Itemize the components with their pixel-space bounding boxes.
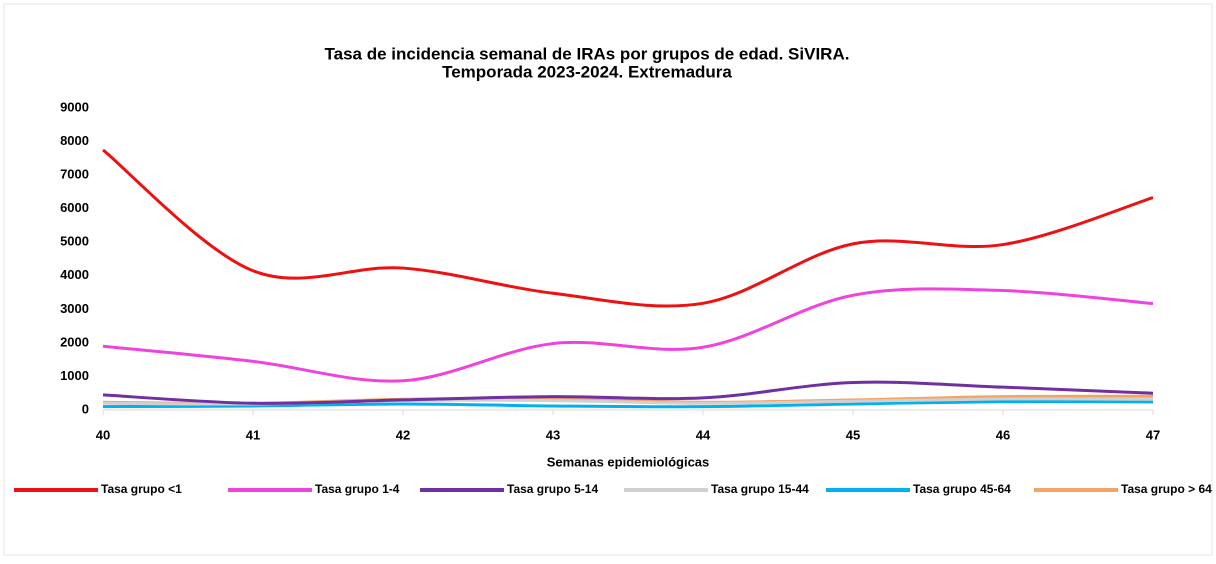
legend-label: Tasa grupo 5-14 (507, 482, 598, 496)
x-tick-label: 45 (846, 427, 860, 442)
series-line (102, 287, 1154, 383)
series-line (102, 400, 1154, 409)
legend-label: Tasa grupo 15-44 (711, 482, 809, 496)
y-tick-label: 5000 (60, 234, 89, 249)
y-tick-label: 7000 (60, 167, 89, 182)
legend-label: Tasa grupo <1 (101, 482, 182, 496)
x-tick-label: 43 (546, 427, 560, 442)
x-tick-label: 44 (696, 427, 711, 442)
chart-title: Tasa de incidencia semanal de IRAs por g… (325, 44, 850, 63)
x-tick-label: 47 (1146, 427, 1160, 442)
chart-subtitle: Temporada 2023-2024. Extremadura (442, 62, 732, 81)
x-tick-label: 46 (996, 427, 1010, 442)
y-tick-label: 8000 (60, 133, 89, 148)
legend-label: Tasa grupo 45-64 (913, 482, 1011, 496)
x-tick-label: 42 (396, 427, 410, 442)
y-tick-label: 4000 (60, 267, 89, 282)
y-tick-label: 6000 (60, 200, 89, 215)
y-tick-label: 3000 (60, 301, 89, 316)
chart-frame (3, 3, 1213, 556)
series-line (102, 380, 1154, 405)
legend-label: Tasa grupo 1-4 (315, 482, 400, 496)
y-tick-label: 9000 (60, 99, 89, 114)
x-tick-label: 41 (246, 427, 260, 442)
y-tick-label: 2000 (60, 334, 89, 349)
legend-label: Tasa grupo > 64 (1121, 482, 1212, 496)
x-tick-label: 40 (96, 427, 110, 442)
y-tick-label: 1000 (60, 368, 89, 383)
series-line (102, 148, 1154, 308)
y-tick-label: 0 (82, 401, 89, 416)
x-axis-label: Semanas epidemiológicas (547, 454, 710, 469)
